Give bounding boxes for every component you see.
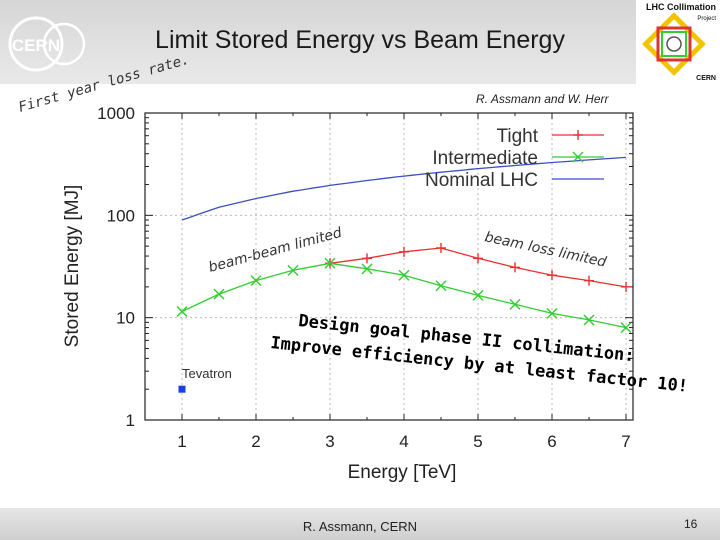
series-line-intermediate: [181, 262, 627, 329]
data-point-tevatron: [178, 385, 186, 393]
series-tevatron: [178, 385, 186, 393]
x-tick-label: 4: [399, 432, 408, 451]
x-tick-label: 3: [325, 432, 334, 451]
data-point-intermediate: [620, 322, 632, 334]
legend-label-tight: Tight: [496, 126, 538, 147]
x-tick-label: 6: [547, 432, 556, 451]
page-number: 16: [684, 517, 698, 531]
data-point-intermediate: [287, 264, 299, 276]
legend-label-intermediate: Intermediate: [432, 148, 538, 169]
x-axis-label: Energy [TeV]: [348, 462, 457, 483]
x-tick-label: 1: [177, 432, 186, 451]
y-tick-label: 1000: [97, 104, 135, 123]
y-tick-label: 100: [107, 206, 135, 225]
annotation-beam-beam: beam-beam limited: [207, 225, 344, 276]
legend-label-nominal-lhc: Nominal LHC: [425, 170, 538, 191]
header-band: [0, 0, 720, 84]
data-point-intermediate: [398, 269, 410, 281]
x-tick-label: 7: [621, 432, 630, 451]
slide-title: Limit Stored Energy vs Beam Energy: [155, 26, 565, 54]
legend-marker-intermediate: [572, 151, 584, 163]
data-point-intermediate: [213, 288, 225, 300]
data-point-intermediate: [435, 280, 447, 292]
y-tick-label: 1: [126, 411, 135, 430]
data-point-tight: [362, 253, 372, 264]
data-point-intermediate: [546, 307, 558, 319]
data-point-tight: [547, 270, 557, 281]
footer-band: [0, 508, 720, 540]
author-credit: R. Assmann and W. Herr: [476, 92, 609, 106]
data-point-intermediate: [472, 289, 484, 301]
lhc-logo-org: CERN: [696, 75, 716, 82]
x-tick-label: 5: [473, 432, 482, 451]
legend-marker-tight: [573, 130, 583, 140]
tick-marks: [145, 112, 633, 421]
footer-text: R. Assmann, CERN: [302, 519, 418, 534]
series-nominal-lhc: [181, 156, 627, 221]
data-point-tight: [510, 262, 520, 273]
lhc-logo-sub: Project: [697, 16, 716, 22]
data-point-intermediate: [250, 275, 262, 287]
cern-logo: CERN: [8, 16, 86, 72]
data-point-tight: [584, 275, 594, 286]
data-point-intermediate: [361, 263, 373, 275]
tick-labels: 1 2 3 4 5 6 7 1 10 100 1000: [97, 104, 631, 451]
lhc-logo-title: LHC Collimation: [646, 2, 716, 12]
data-point-intermediate: [324, 257, 336, 269]
y-axis-label: Stored Energy [MJ]: [62, 185, 83, 348]
data-point-tight: [436, 242, 446, 253]
data-point-tight: [473, 253, 483, 264]
plot-frame: [144, 112, 634, 421]
cern-logo-text: CERN: [12, 36, 60, 55]
series-intermediate: [176, 257, 632, 334]
series-group: [176, 156, 632, 393]
legend-label-tevatron: Tevatron: [182, 366, 232, 381]
series-line-nominal-lhc: [181, 156, 627, 221]
data-point-intermediate: [176, 305, 188, 317]
data-point-tight: [621, 281, 631, 292]
series-tight: [325, 242, 631, 292]
lhc-collimation-logo: LHC Collimation Project CERN: [636, 0, 720, 84]
data-point-intermediate: [583, 314, 595, 326]
y-tick-label: 10: [116, 309, 135, 328]
data-point-tight: [399, 246, 409, 257]
data-point-intermediate: [509, 298, 521, 310]
x-tick-label: 2: [251, 432, 260, 451]
